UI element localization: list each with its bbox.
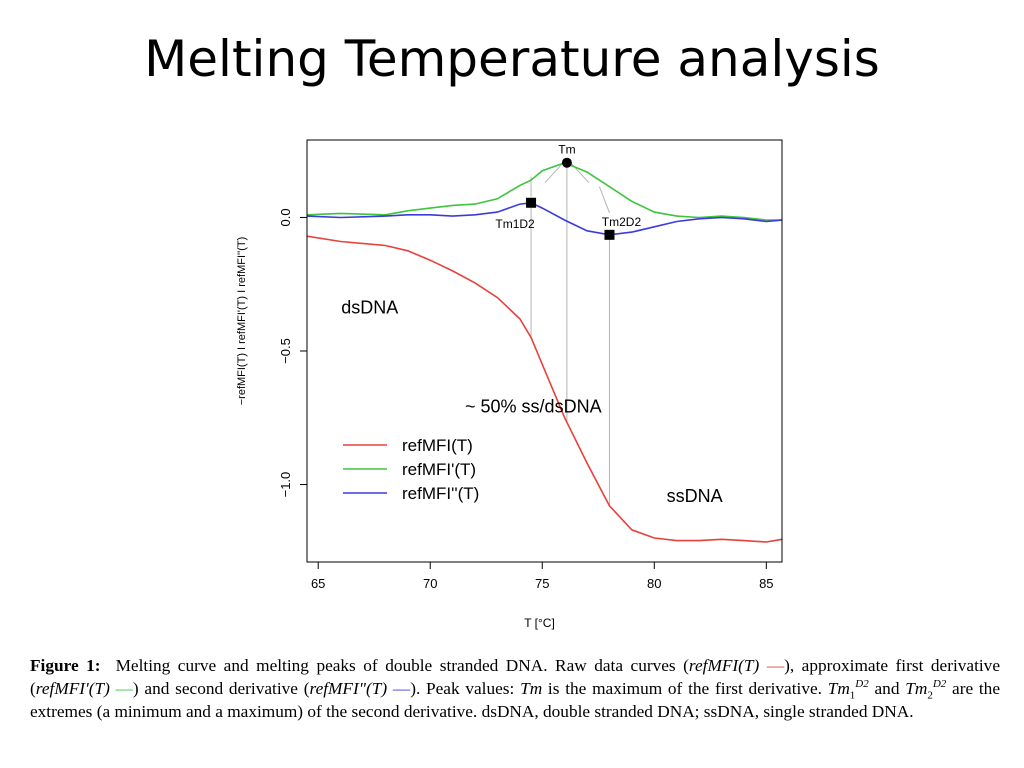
annotation-2: ssDNA bbox=[667, 486, 723, 506]
x-tick-label-4: 85 bbox=[759, 576, 773, 591]
marker-1 bbox=[526, 197, 537, 208]
x-tick-label-3: 80 bbox=[647, 576, 661, 591]
legend-label-1: refMFI'(T) bbox=[402, 460, 476, 479]
annotation-0: dsDNA bbox=[341, 298, 398, 318]
y-tick-label-1: −0.5 bbox=[278, 338, 293, 364]
marker-label-1: Tm1D2 bbox=[495, 217, 535, 231]
series-line-2 bbox=[306, 201, 783, 236]
melting-chart: Tm Tm1D2 Tm2D2 65 70 75 80 85 0.0 −0.5 −1.0 T [°C]… bbox=[236, 139, 783, 630]
legend-label-2: refMFI''(T) bbox=[402, 484, 479, 503]
arrow-3 bbox=[599, 186, 610, 213]
annotations: dsDNA ~ 50% ss/dsDNA ssDNA bbox=[341, 298, 722, 506]
series-line-0 bbox=[306, 235, 783, 543]
y-tick-label-0: 0.0 bbox=[278, 208, 293, 226]
x-tick-label-1: 70 bbox=[423, 576, 437, 591]
axes: 65 70 75 80 85 0.0 −0.5 −1.0 T [°C] −refMFI(T) I … bbox=[236, 139, 783, 630]
slide-title: Melting Temperature analysis bbox=[144, 30, 880, 88]
legend: refMFI(T) refMFI'(T) refMFI''(T) bbox=[343, 436, 479, 503]
annotation-1: ~ 50% ss/dsDNA bbox=[465, 396, 602, 416]
x-tick-label-0: 65 bbox=[311, 576, 325, 591]
marker-2 bbox=[604, 229, 615, 240]
x-tick-label-2: 75 bbox=[535, 576, 549, 591]
peak-markers: Tm Tm1D2 Tm2D2 bbox=[495, 143, 641, 240]
y-tick-label-2: −1.0 bbox=[278, 472, 293, 498]
marker-label-2: Tm2D2 bbox=[602, 215, 642, 229]
caption-label: Figure 1: bbox=[30, 656, 101, 675]
guide-lines bbox=[530, 158, 610, 506]
legend-label-0: refMFI(T) bbox=[402, 436, 473, 455]
series-lines bbox=[306, 161, 783, 543]
tm-label: Tm bbox=[558, 143, 575, 157]
y-axis-label: −refMFI(T) I refMFI'(T) I refMFI''(T) bbox=[236, 237, 248, 406]
tm-marker bbox=[561, 157, 572, 168]
series-line-1 bbox=[306, 161, 782, 221]
x-axis-label: T [°C] bbox=[524, 616, 555, 630]
figure-caption: Figure 1: Melting curve and melting peak… bbox=[30, 656, 1000, 721]
